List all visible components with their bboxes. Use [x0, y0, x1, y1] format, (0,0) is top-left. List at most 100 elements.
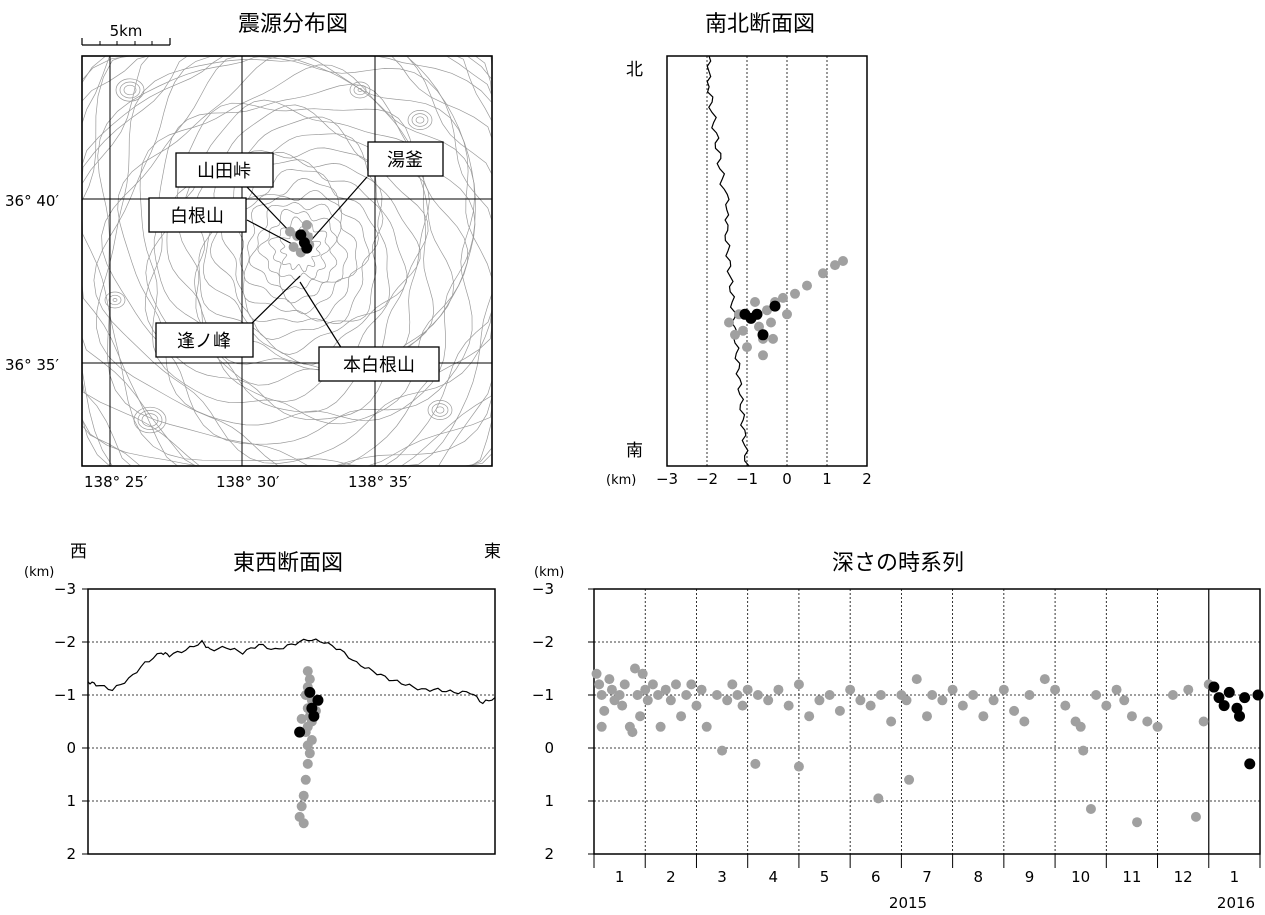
- ts-hypocenter-gray: [742, 684, 753, 695]
- ts-hypocenter-gray: [617, 700, 628, 711]
- ts-hypocenter-black: [1239, 692, 1251, 704]
- ts-hypocenter-gray: [1126, 711, 1137, 722]
- year-label-2015: 2015: [889, 894, 927, 912]
- ew-title: 東西断面図: [233, 551, 343, 576]
- ts-hypocenter-gray: [947, 684, 958, 695]
- ns-hypocenter-gray: [742, 342, 752, 353]
- ew-topography-line: [87, 638, 496, 705]
- lat-tick-label: 36° 35′: [5, 356, 59, 374]
- ts-hypocenter-gray: [660, 684, 671, 695]
- ts-hypocenter-gray: [834, 705, 845, 716]
- ew-hypocenter-gray: [300, 774, 311, 785]
- ns-hypocenter-black: [751, 308, 763, 320]
- ts-hypocenter-gray: [927, 690, 938, 700]
- ts-hypocenter-gray: [1060, 700, 1071, 711]
- ns-title: 南北断面図: [705, 12, 815, 37]
- contour-line: [108, 294, 122, 306]
- ns-hypocenter-gray: [802, 280, 812, 291]
- ts-hypocenter-gray: [1019, 716, 1030, 727]
- ts-x-tick: 1: [615, 868, 625, 886]
- ns-hypocenter-gray: [766, 317, 776, 328]
- contour-line: [81, 55, 493, 467]
- ts-hypocenter-gray: [701, 721, 712, 732]
- year-label-2016: 2016: [1217, 894, 1255, 912]
- ts-hypocenter-gray: [1142, 716, 1153, 727]
- contour-line: [93, 55, 493, 464]
- hypocenter-black: [301, 242, 313, 254]
- ew-hypocenter-gray: [298, 818, 309, 829]
- ts-hypocenter-gray: [627, 727, 638, 738]
- ts-hypocenter-gray: [875, 690, 886, 700]
- ts-unit-label: (km): [534, 565, 564, 580]
- svg-text:本白根山: 本白根山: [343, 355, 415, 376]
- ts-y-tick-labels: −3 −2 −1 0 1 2: [532, 580, 594, 863]
- ts-hypocenter-gray: [1111, 684, 1122, 695]
- ts-hypocenter-gray: [1119, 695, 1130, 706]
- ts-hypocenter-gray: [763, 695, 774, 706]
- ts-hypocenter-black: [1244, 758, 1256, 770]
- ts-hypocenter-gray: [696, 684, 707, 695]
- ts-hypocenter-black: [1213, 692, 1225, 704]
- ts-hypocenter-gray: [1009, 705, 1020, 716]
- ts-hypocenter-gray: [1039, 674, 1050, 685]
- ns-hypocenter-gray: [778, 292, 788, 303]
- ew-y-tick: −2: [54, 633, 76, 651]
- map-grid-lines: [82, 56, 492, 466]
- ts-hypocenter-gray: [750, 758, 761, 769]
- ts-hypocenter-gray: [594, 679, 605, 690]
- ts-x-tick: 8: [973, 868, 983, 886]
- ew-hypocenter-gray: [302, 740, 313, 751]
- ts-hypocenter-gray: [635, 711, 646, 722]
- contour-line: [104, 291, 126, 309]
- north-label: 北: [626, 60, 643, 80]
- ts-hypocenter-gray: [1075, 721, 1086, 732]
- ts-hypocenter-gray: [619, 679, 630, 690]
- ts-hypocenter-gray: [604, 674, 615, 685]
- ns-hypocenter-gray: [738, 325, 748, 336]
- ts-hypocenter-gray: [681, 690, 692, 700]
- ns-gridlines: [706, 56, 828, 466]
- ts-hypocenter-gray: [596, 721, 607, 732]
- ew-plot-frame: [87, 588, 496, 855]
- contour-line: [202, 152, 391, 355]
- ts-hypocenter-gray: [1024, 690, 1035, 700]
- ts-hypocenter-gray: [1050, 684, 1061, 695]
- lon-tick-label: 138° 35′: [348, 473, 412, 491]
- svg-text:逢ノ峰: 逢ノ峰: [177, 331, 231, 352]
- ts-hypocenter-gray: [752, 690, 763, 700]
- ns-x-tick: −1: [736, 470, 758, 488]
- ts-hypocenter-gray: [637, 668, 648, 679]
- contour-line: [349, 81, 371, 99]
- ns-hypocenter-gray: [782, 309, 792, 320]
- contour-line: [353, 84, 367, 96]
- contour-line: [123, 84, 137, 96]
- place-label-shiranesan: 白根山: [148, 197, 247, 233]
- ew-hypocenter-gray: [302, 666, 313, 677]
- ts-hypocenter-gray: [591, 668, 602, 679]
- contour-line: [139, 64, 476, 425]
- ts-hypocenter-gray: [988, 695, 999, 706]
- ts-hypocenter-gray: [1085, 803, 1096, 814]
- ts-hypocenter-gray: [865, 700, 876, 711]
- contour-line: [119, 81, 141, 99]
- ts-hypocenter-gray: [824, 690, 835, 700]
- contour-line: [198, 147, 408, 366]
- contour-line: [144, 83, 469, 420]
- ts-y-tick: −3: [532, 580, 554, 598]
- contour-line: [221, 169, 379, 324]
- ts-x-tick-labels: 1 2 3 4 5 6 7 8 9 10 11 12 1: [593, 854, 1261, 886]
- ts-hypocenter-gray: [676, 711, 687, 722]
- hypocenter-gray: [288, 242, 299, 252]
- ts-hypocenter-gray: [793, 679, 804, 690]
- ts-gridlines: [594, 589, 1260, 854]
- ts-x-tick: 11: [1122, 868, 1141, 886]
- ts-hypocenter-gray: [653, 690, 664, 700]
- ts-hypocenter-gray: [1198, 716, 1209, 727]
- ew-y-tick: 2: [66, 845, 76, 863]
- ts-hypocenter-gray: [773, 684, 784, 695]
- ts-hypocenter-gray: [911, 674, 922, 685]
- ts-hypocenter-gray: [793, 761, 804, 772]
- lat-tick-label: 36° 40′: [5, 192, 59, 210]
- ts-hypocenter-gray: [596, 690, 607, 700]
- ts-x-tick: 3: [717, 868, 727, 886]
